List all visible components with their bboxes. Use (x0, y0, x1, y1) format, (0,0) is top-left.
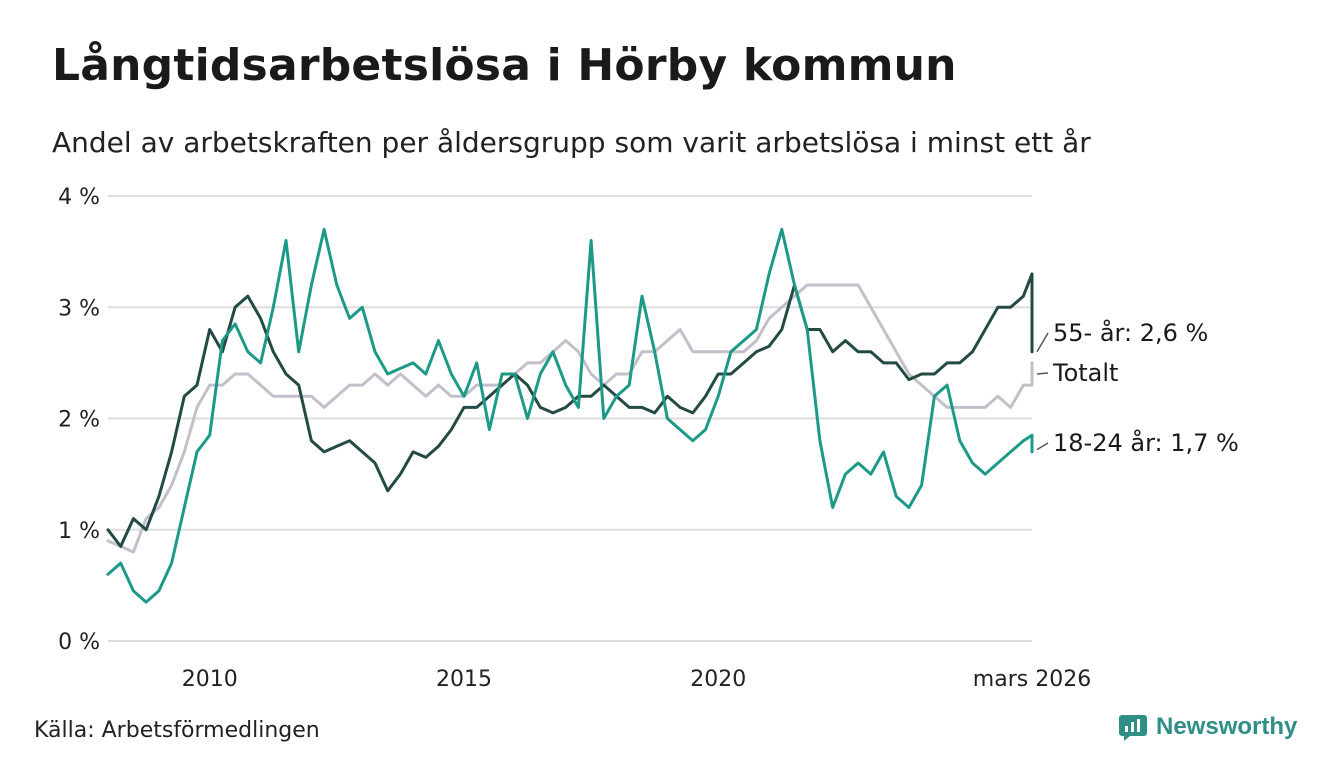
chart-subtitle: Andel av arbetskraften per åldersgrupp s… (52, 126, 1091, 159)
series-line-1 (106, 272, 1034, 548)
newsworthy-logo-icon (1119, 715, 1147, 741)
series-label: 55- år: 2,6 % (1053, 318, 1208, 347)
series-line-2 (106, 227, 1034, 604)
x-tick-label: 2010 (182, 667, 238, 692)
y-tick-label: 2 % (58, 408, 100, 433)
series-label-leader (1036, 442, 1049, 451)
y-tick-label: 4 % (58, 185, 100, 210)
series-label-leader (1036, 332, 1049, 353)
series-lines (106, 227, 1034, 604)
series-label-leader (1036, 372, 1049, 375)
y-axis: 0 % 1 % 2 % 3 % 4 % (58, 185, 100, 655)
series-label: Totalt (1052, 359, 1118, 387)
y-tick-label: 1 % (58, 519, 100, 544)
x-tick-label: mars 2026 (973, 667, 1091, 692)
y-tick-label: 0 % (58, 630, 100, 655)
y-tick-label: 3 % (58, 296, 100, 321)
gridlines (108, 195, 1032, 642)
series-line-0 (106, 283, 1034, 554)
series-label: 18-24 år: 1,7 % (1053, 428, 1239, 457)
x-axis: 2010 2015 2020 mars 2026 (182, 667, 1091, 692)
x-tick-label: 2015 (436, 667, 492, 692)
newsworthy-logo: Newsworthy (1118, 712, 1297, 742)
newsworthy-brand-name: Newsworthy (1156, 713, 1298, 740)
source-note: Källa: Arbetsförmedlingen (34, 718, 320, 743)
x-tick-label: 2020 (690, 667, 746, 692)
chart-title: Långtidsarbetslösa i Hörby kommun (52, 40, 957, 91)
series-labels: Totalt 55- år: 2,6 % 18-24 år: 1,7 % (1036, 318, 1239, 457)
